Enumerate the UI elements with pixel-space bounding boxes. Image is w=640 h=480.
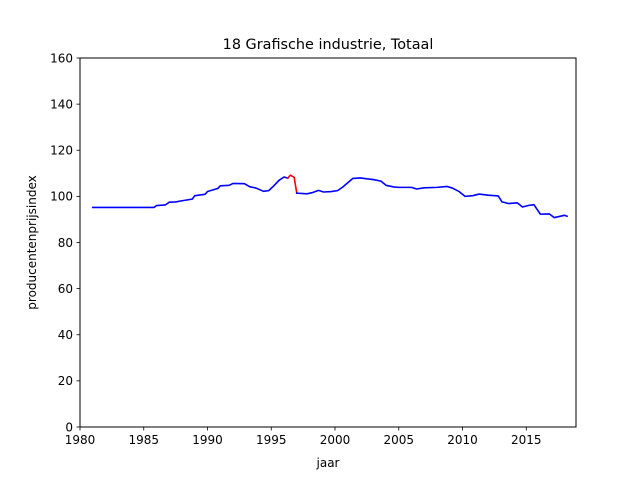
x-tick-label: 2000 xyxy=(320,433,351,447)
y-tick-label: 100 xyxy=(50,190,73,204)
y-tick-label: 140 xyxy=(50,97,73,111)
x-tick-label: 1990 xyxy=(192,433,223,447)
x-tick-label: 1995 xyxy=(256,433,287,447)
x-tick-label: 2015 xyxy=(511,433,542,447)
x-tick-label: 2005 xyxy=(383,433,414,447)
y-tick-label: 120 xyxy=(50,144,73,158)
x-tick-label: 2010 xyxy=(447,433,478,447)
series-layer xyxy=(91,174,569,219)
y-tick-label: 80 xyxy=(58,236,73,250)
series-line-2 xyxy=(286,174,298,195)
y-axis-label: producentenprijsindex xyxy=(25,175,39,309)
y-axis: 0 20 40 60 80 100 120 140 160 xyxy=(50,51,80,434)
plot-area xyxy=(80,58,576,427)
y-tick-label: 40 xyxy=(58,328,73,342)
y-tick-label: 60 xyxy=(58,282,73,296)
series-line-1 xyxy=(91,176,289,209)
series-line-3 xyxy=(295,177,569,219)
x-tick-label: 1980 xyxy=(65,433,96,447)
y-tick-label: 20 xyxy=(58,374,73,388)
y-tick-label: 0 xyxy=(65,420,73,434)
x-axis: 1980 1985 1990 1995 2000 2005 2010 2015 xyxy=(65,427,542,447)
x-axis-label: jaar xyxy=(316,456,340,470)
x-tick-label: 1985 xyxy=(128,433,159,447)
y-tick-label: 160 xyxy=(50,51,73,65)
chart-title: 18 Grafische industrie, Totaal xyxy=(223,37,434,53)
